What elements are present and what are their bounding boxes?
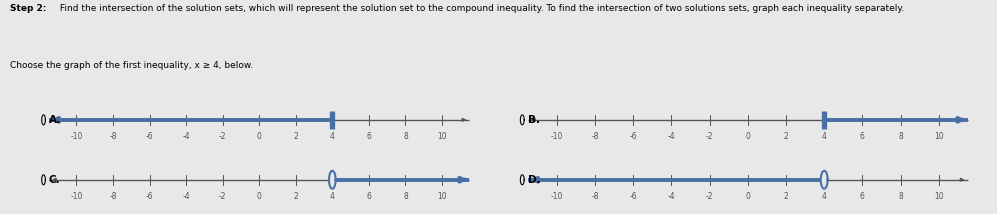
Text: 0: 0 — [257, 192, 261, 201]
Text: -10: -10 — [70, 132, 83, 141]
Text: Choose the graph of the first inequality, x ≥ 4, below.: Choose the graph of the first inequality… — [10, 61, 253, 70]
Text: 4: 4 — [330, 132, 335, 141]
Text: -8: -8 — [110, 132, 117, 141]
Text: C.: C. — [49, 175, 60, 185]
Text: 2: 2 — [293, 192, 298, 201]
Text: -8: -8 — [591, 192, 598, 201]
Text: -10: -10 — [550, 192, 563, 201]
Text: -8: -8 — [110, 192, 117, 201]
Text: A.: A. — [49, 115, 61, 125]
Text: 0: 0 — [746, 192, 750, 201]
Text: 6: 6 — [367, 132, 371, 141]
Text: 6: 6 — [860, 132, 864, 141]
Text: 0: 0 — [746, 132, 750, 141]
Text: -4: -4 — [668, 192, 675, 201]
Text: -10: -10 — [70, 192, 83, 201]
Text: 10: 10 — [438, 132, 447, 141]
Text: B.: B. — [527, 115, 539, 125]
Text: 4: 4 — [822, 132, 827, 141]
Text: -2: -2 — [219, 132, 226, 141]
Text: -4: -4 — [182, 192, 189, 201]
Text: 0: 0 — [257, 132, 261, 141]
Text: -4: -4 — [182, 132, 189, 141]
Text: 8: 8 — [403, 192, 408, 201]
Text: -2: -2 — [219, 192, 226, 201]
Text: 6: 6 — [367, 192, 371, 201]
Text: 8: 8 — [403, 132, 408, 141]
Text: 2: 2 — [784, 132, 789, 141]
Text: -6: -6 — [629, 192, 637, 201]
Text: 2: 2 — [293, 132, 298, 141]
Text: 8: 8 — [898, 192, 903, 201]
Text: 4: 4 — [330, 192, 335, 201]
Polygon shape — [329, 171, 336, 189]
Text: 8: 8 — [898, 132, 903, 141]
Text: 6: 6 — [860, 192, 864, 201]
Text: 10: 10 — [934, 192, 943, 201]
Polygon shape — [821, 171, 828, 189]
Text: D.: D. — [527, 175, 540, 185]
Text: -6: -6 — [629, 132, 637, 141]
Text: 2: 2 — [784, 192, 789, 201]
Text: 4: 4 — [822, 192, 827, 201]
Text: Find the intersection of the solution sets, which will represent the solution se: Find the intersection of the solution se… — [57, 4, 904, 13]
Text: -2: -2 — [706, 192, 713, 201]
Text: Step 2:: Step 2: — [10, 4, 46, 13]
Text: -10: -10 — [550, 132, 563, 141]
Text: -4: -4 — [668, 132, 675, 141]
Text: -8: -8 — [591, 132, 598, 141]
Text: 10: 10 — [934, 132, 943, 141]
Text: -6: -6 — [146, 132, 154, 141]
Text: -6: -6 — [146, 192, 154, 201]
Text: -2: -2 — [706, 132, 713, 141]
Text: 10: 10 — [438, 192, 447, 201]
